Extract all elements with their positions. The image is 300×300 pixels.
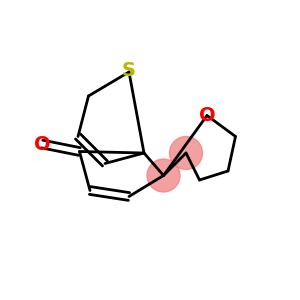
Text: S: S xyxy=(122,61,136,80)
Circle shape xyxy=(169,136,202,169)
Circle shape xyxy=(147,159,180,192)
Text: O: O xyxy=(199,106,215,125)
Text: O: O xyxy=(34,134,50,154)
